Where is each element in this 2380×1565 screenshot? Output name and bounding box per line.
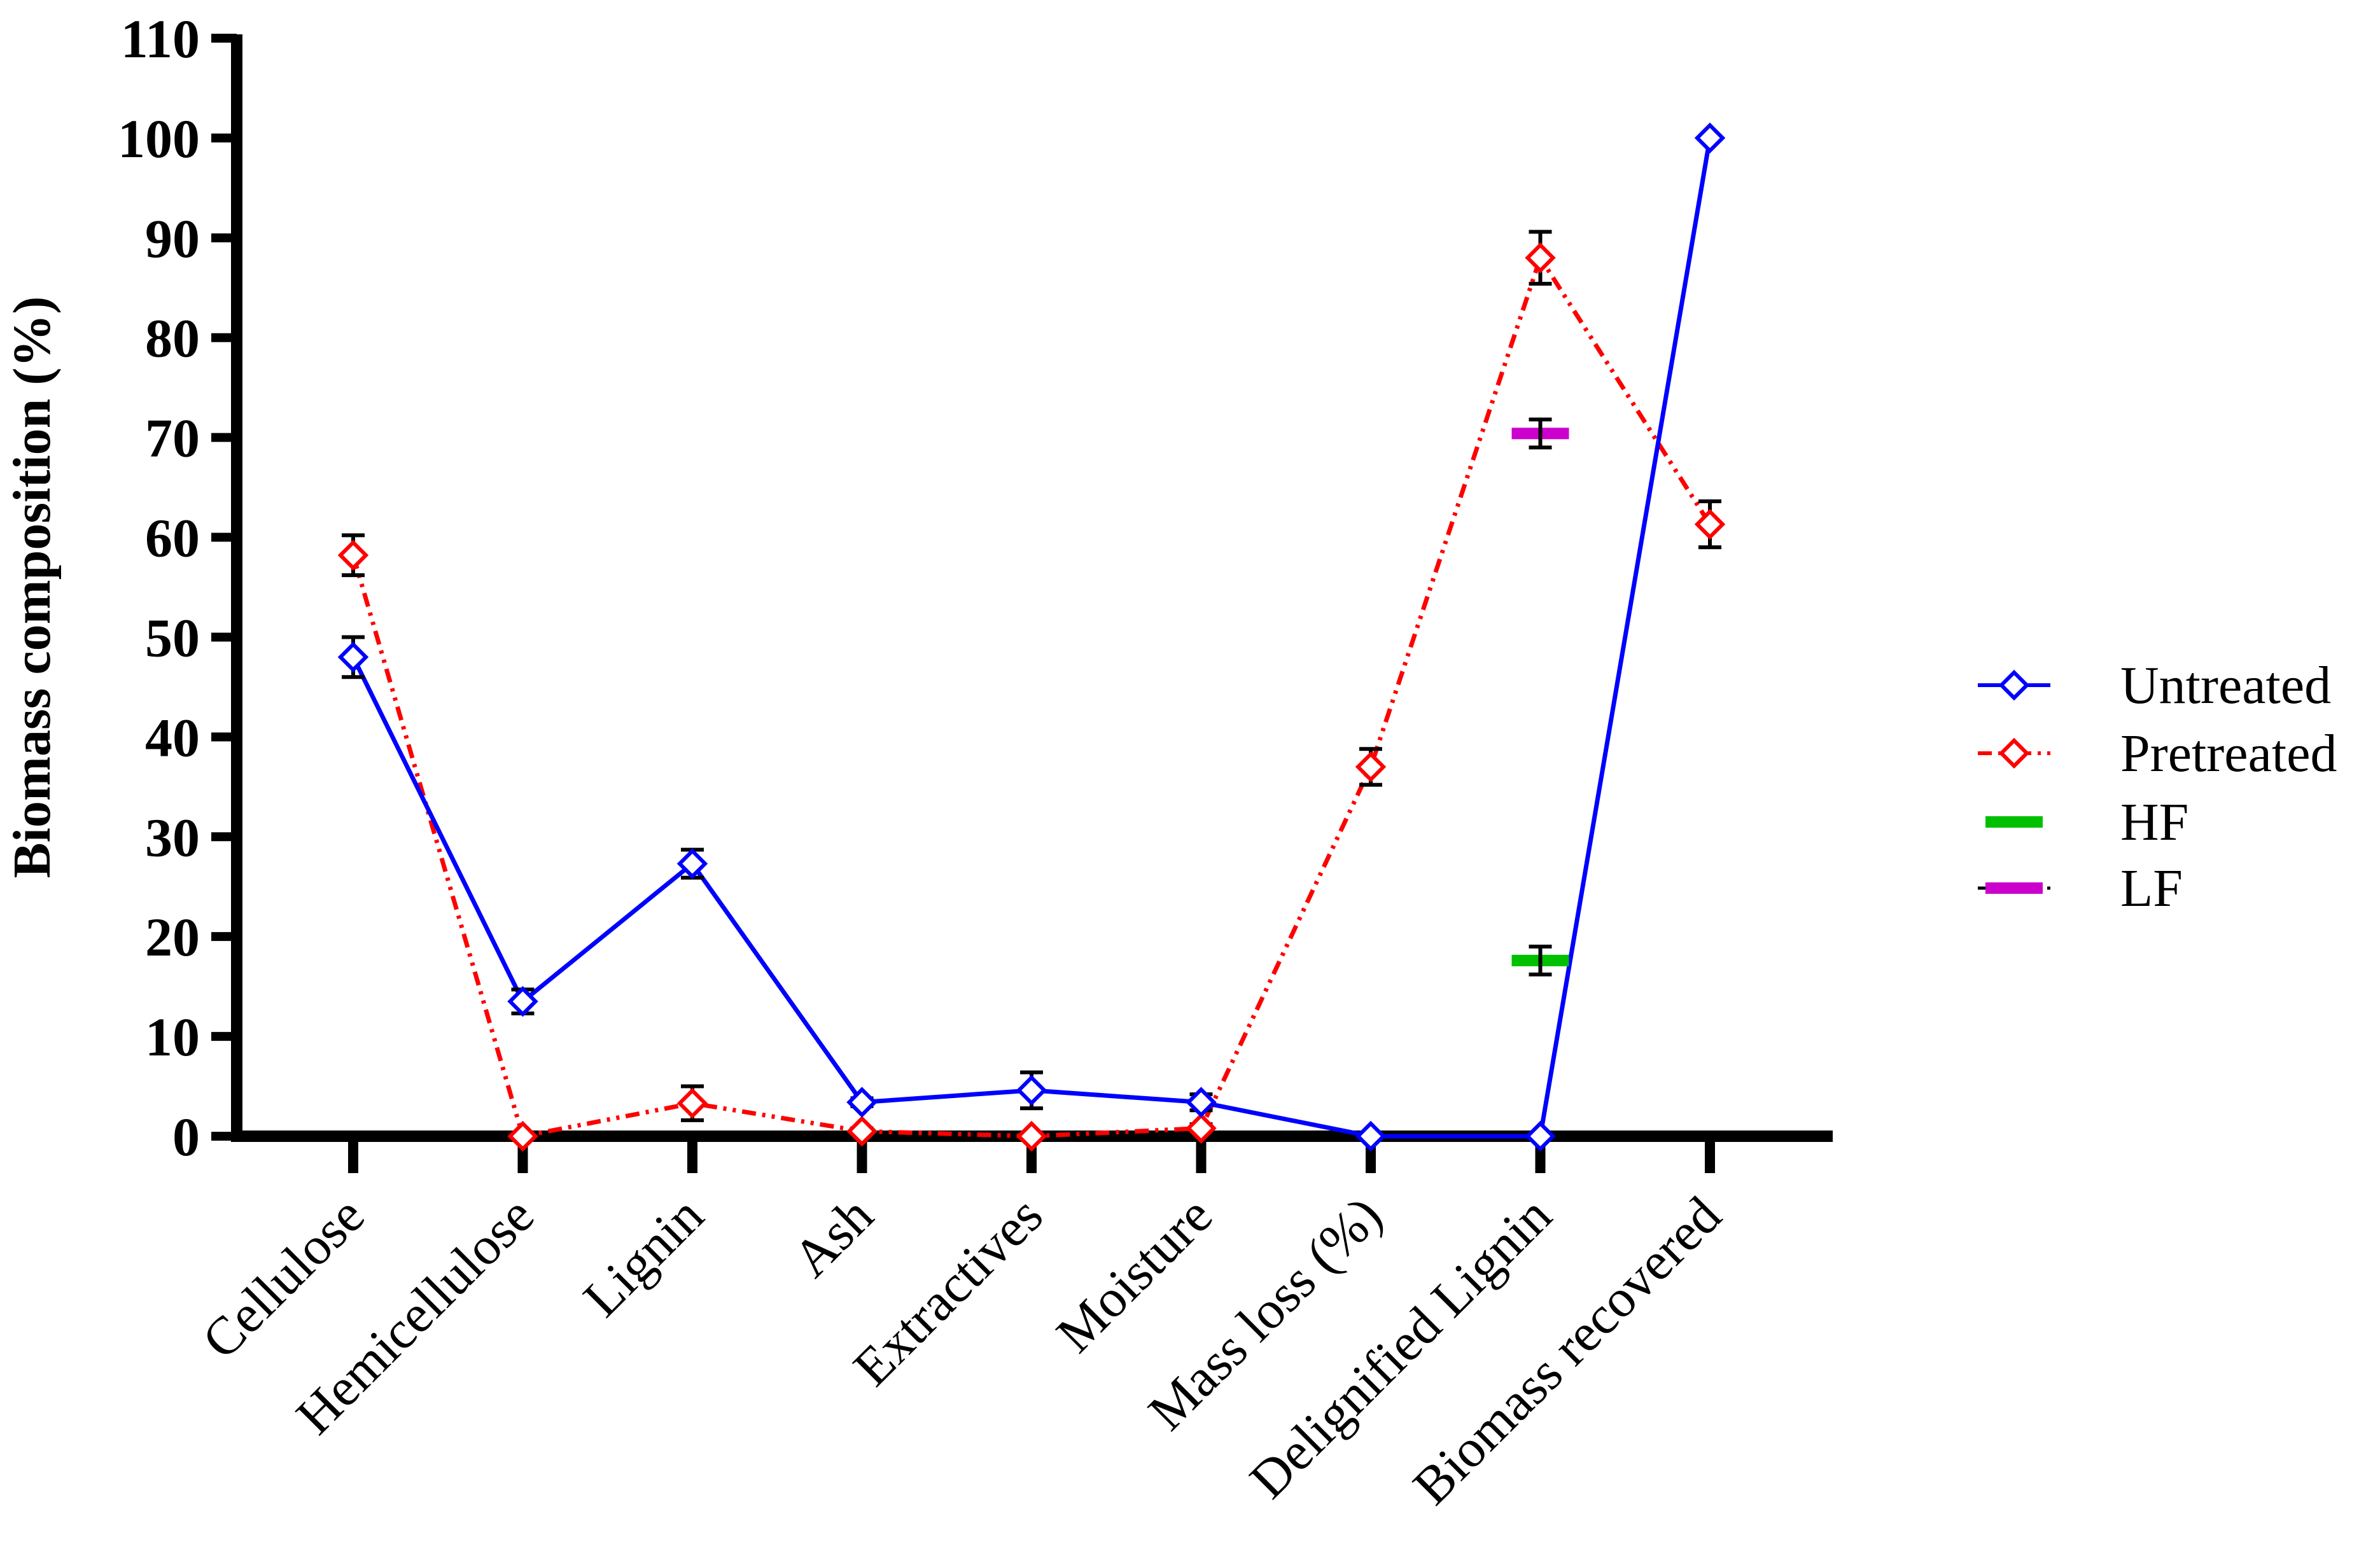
x-tick-label-lignin: Lignin (572, 1186, 715, 1328)
series-pretreated (337, 230, 1726, 1152)
series-layer (337, 122, 1726, 1152)
x-tick-label-ash: Ash (781, 1186, 884, 1288)
series-line-untreated (351, 137, 1712, 1139)
data-point-pretreated-biomass-recovered (1694, 508, 1726, 540)
data-point-pretreated-mass-loss (1355, 751, 1387, 783)
data-point-untreated-mass-loss (1355, 1120, 1387, 1152)
data-point-pretreated-extractives (1016, 1120, 1047, 1152)
data-point-untreated-moisture (1186, 1087, 1217, 1118)
legend-item-hf: HF (1985, 793, 2188, 852)
y-tick-label: 70 (145, 408, 200, 469)
series-untreated (337, 122, 1726, 1152)
legend-marker (1998, 737, 2030, 769)
data-point-untreated-ash (846, 1087, 878, 1118)
legend-item-untreated: Untreated (1978, 656, 2331, 715)
legend-label-hf: HF (2120, 793, 2188, 852)
data-point-pretreated-ash (846, 1115, 878, 1147)
y-tick-label: 40 (145, 707, 200, 768)
data-point-untreated-lignin (676, 848, 708, 879)
data-point-untreated-extractives (1016, 1075, 1047, 1106)
x-tick-label-delignified-lignin: Delignified Lignin (1238, 1186, 1563, 1510)
legend-marker (1998, 669, 2030, 701)
series-hf (1511, 944, 1569, 977)
data-point-pretreated-delignified-lignin (1525, 242, 1556, 274)
y-tick-label: 80 (145, 308, 200, 369)
axes (231, 34, 1833, 1142)
y-tick-label: 110 (121, 8, 200, 69)
y-axis-label: Biomass composition (%) (3, 296, 62, 879)
legend-item-pretreated: Pretreated (1978, 724, 2337, 783)
x-tick-label-biomass-recovered: Biomass recovered (1402, 1186, 1732, 1516)
error-bar (1529, 417, 1552, 450)
y-axis-ticks: 0 10 20 30 40 50 60 70 80 90 100 110 (118, 8, 237, 1167)
x-tick-label-moisture: Moisture (1046, 1186, 1224, 1364)
y-tick-label: 60 (145, 508, 200, 569)
y-tick-label: 0 (172, 1106, 200, 1167)
series-lf (1511, 417, 1569, 450)
legend-label-pretreated: Pretreated (2120, 724, 2337, 783)
y-tick-label: 50 (145, 607, 200, 668)
data-point-pretreated-cellulose (337, 539, 369, 571)
legend-marker (1985, 816, 2043, 828)
legend: Untreated Pretreated HF LF (1978, 656, 2337, 918)
legend-label-untreated: Untreated (2120, 656, 2331, 715)
legend-marker (1985, 882, 2043, 894)
legend-item-lf: LF (1978, 859, 2183, 918)
y-tick-label: 20 (145, 907, 200, 968)
data-point-untreated-biomass-recovered (1694, 122, 1726, 154)
y-tick-label: 100 (118, 108, 200, 169)
y-tick-label: 30 (145, 807, 200, 868)
y-tick-label: 10 (145, 1006, 200, 1068)
error-bar (1529, 944, 1552, 977)
data-point-pretreated-hemicellulose (507, 1120, 538, 1152)
data-point-untreated-delignified-lignin (1525, 1120, 1556, 1152)
data-point-pretreated-lignin (676, 1087, 708, 1119)
legend-label-lf: LF (2120, 859, 2183, 918)
y-tick-label: 90 (145, 208, 200, 269)
data-point-untreated-cellulose (337, 641, 369, 673)
data-point-untreated-hemicellulose (507, 985, 538, 1017)
series-line-pretreated (351, 253, 1712, 1139)
data-point-pretreated-moisture (1186, 1113, 1217, 1144)
